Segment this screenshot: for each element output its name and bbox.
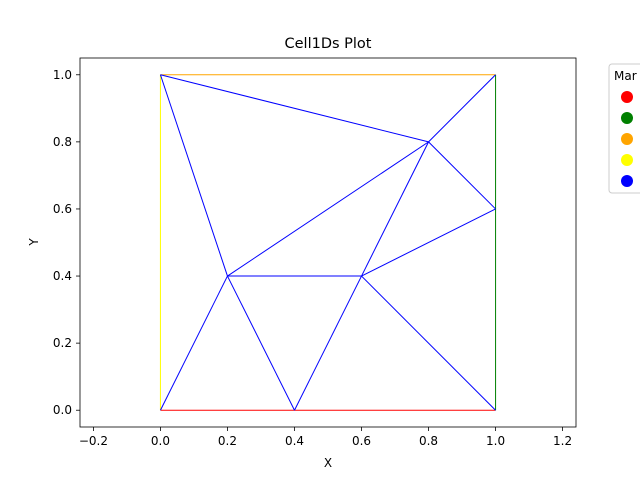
cell1d-segment-13 [361,208,496,277]
cell1d-segment-14 [159,275,228,411]
cell1d-segment-8 [428,74,496,143]
y-tick-label: 0.8 [53,135,72,149]
legend-marker-2 [621,133,633,145]
legend-marker-3 [621,154,633,166]
cell1d-segment-17 [361,275,496,411]
cell1d-segment-11 [361,141,429,277]
cell1d-segment-16 [294,275,362,411]
legend-marker-4 [621,175,633,187]
cell1d-segment-15 [227,275,295,411]
y-axis-label: Y [27,238,41,247]
cell1d-segment-10 [227,141,429,277]
legend-marker-1 [621,112,633,124]
legend-markers [621,91,633,187]
legend: Mar [608,63,640,194]
y-tick-label: 0.6 [53,202,72,216]
x-tick-label: 1.0 [486,434,505,448]
x-tick-label: 0.2 [218,434,237,448]
legend-marker-0 [621,91,633,103]
x-tick-label: −0.2 [79,434,108,448]
chart-title: Cell1Ds Plot [285,36,372,52]
x-tick-label: 0.4 [285,434,304,448]
x-tick-label: 0.0 [151,434,170,448]
plot-frame [79,57,577,428]
y-tick-label: 0.0 [53,403,72,417]
x-axis: −0.2 0.0 0.2 0.4 0.6 0.8 1.0 1.2 [79,427,572,448]
x-tick-label: 1.2 [553,434,572,448]
cell1d-segment-7 [160,74,429,143]
y-axis: 0.0 0.2 0.4 0.6 0.8 1.0 [53,68,80,417]
segments-layer [159,74,497,411]
cell1d-segment-9 [428,141,496,210]
y-tick-label: 0.2 [53,336,72,350]
cell1d-segment-6 [159,74,228,277]
y-tick-label: 0.4 [53,269,72,283]
x-tick-label: 0.6 [352,434,371,448]
legend-box [608,63,640,194]
y-tick-label: 1.0 [53,68,72,82]
x-axis-label: X [324,456,332,470]
legend-title: Mar [614,69,637,83]
x-tick-label: 0.8 [419,434,438,448]
